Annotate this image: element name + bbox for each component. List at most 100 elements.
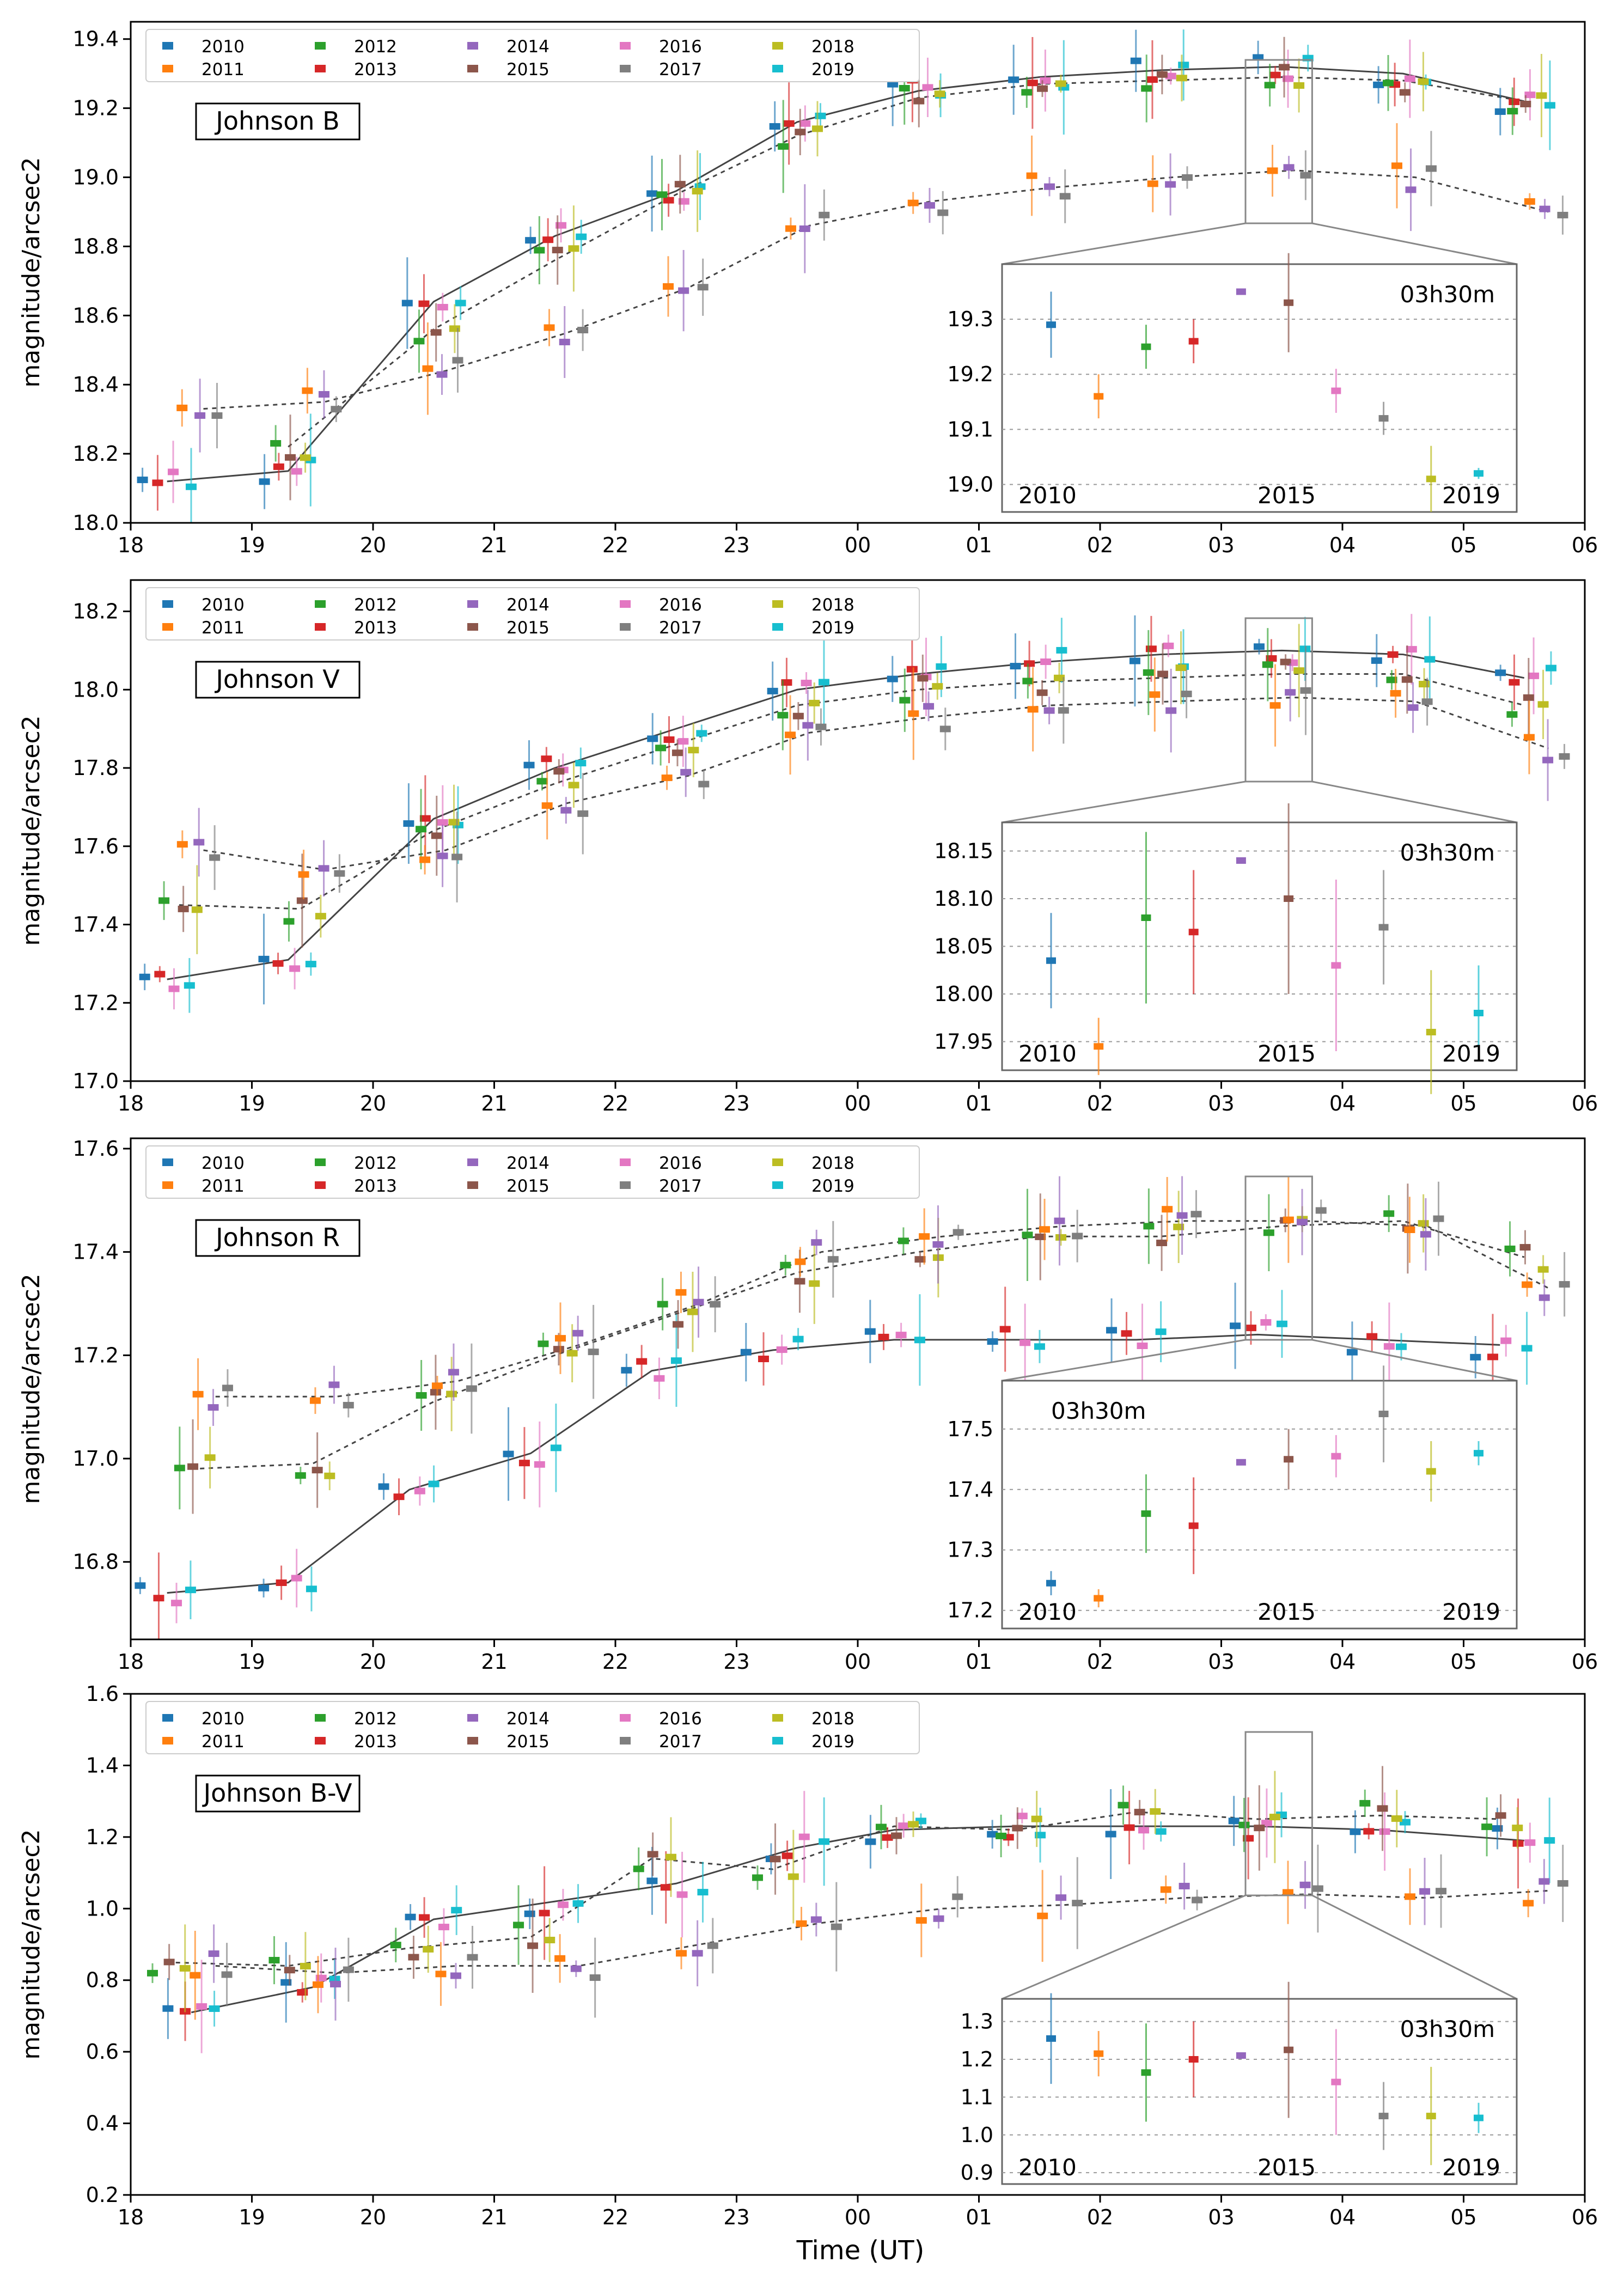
data-point xyxy=(258,1584,270,1591)
x-tick-label: 03 xyxy=(1208,2205,1234,2229)
data-point xyxy=(1245,1325,1256,1332)
data-point xyxy=(799,120,811,127)
data-point xyxy=(430,329,442,336)
data-point xyxy=(1557,1880,1568,1887)
data-point xyxy=(196,2003,207,2010)
data-point xyxy=(1162,1206,1173,1213)
zoom-box xyxy=(1244,617,1313,783)
data-point xyxy=(209,2005,220,2012)
band-label: Johnson V xyxy=(214,664,340,694)
data-point xyxy=(1387,651,1399,658)
data-point xyxy=(557,1901,569,1908)
panel-johnson-b: 18.0 18.2 18.4 18.6 18.8 19.0 19.2 19.4 18 19 20 21… xyxy=(17,21,1598,557)
data-point xyxy=(393,1493,405,1501)
data-point xyxy=(305,961,316,968)
data-point xyxy=(436,371,448,378)
data-point xyxy=(936,663,947,670)
x-tick-label: 01 xyxy=(966,2205,992,2229)
data-point xyxy=(534,247,545,254)
data-point xyxy=(655,745,667,752)
inset-data-point xyxy=(1474,470,1483,477)
data-point xyxy=(524,1910,535,1917)
data-point xyxy=(907,1821,919,1828)
legend-label: 2017 xyxy=(659,1732,702,1752)
x-tick-label: 02 xyxy=(1087,1650,1113,1674)
legend-label: 2017 xyxy=(659,618,702,638)
y-axis-label: magnitude/arcsec2 xyxy=(17,1829,45,2059)
model-curve xyxy=(203,169,1549,410)
inset-data-point xyxy=(1094,393,1104,400)
data-point xyxy=(812,125,823,132)
data-point xyxy=(758,1356,770,1363)
x-tick-label: 19 xyxy=(239,1650,265,1674)
data-point xyxy=(419,856,431,863)
data-point xyxy=(467,1954,478,1961)
data-point xyxy=(1253,54,1264,61)
legend-marker xyxy=(620,1737,631,1745)
data-point xyxy=(1179,1882,1190,1889)
data-point xyxy=(914,1256,926,1263)
data-point xyxy=(416,1392,427,1399)
legend-marker xyxy=(467,65,478,72)
data-point xyxy=(300,454,311,461)
data-point xyxy=(193,839,205,846)
legend-label: 2014 xyxy=(506,595,550,615)
x-tick-label: 05 xyxy=(1450,1650,1476,1674)
data-point xyxy=(1282,1889,1293,1896)
data-point xyxy=(1300,687,1311,694)
data-point xyxy=(1269,71,1281,78)
data-point xyxy=(776,1346,787,1353)
data-point xyxy=(324,1472,335,1479)
data-point xyxy=(221,1971,233,1978)
data-point xyxy=(934,90,945,97)
data-point xyxy=(1419,1888,1431,1895)
band-label-box xyxy=(195,661,361,699)
data-point xyxy=(422,365,434,372)
legend-label: 2013 xyxy=(354,618,397,638)
inset-y-tick-label: 17.95 xyxy=(934,1030,993,1054)
inset-data-point xyxy=(1378,2113,1389,2120)
legend-marker xyxy=(467,623,478,631)
data-point xyxy=(785,225,796,232)
inset-time-label: 03h30m xyxy=(1051,1398,1146,1424)
legend-label: 2016 xyxy=(659,1154,702,1173)
data-point xyxy=(1400,1819,1411,1826)
data-point xyxy=(163,1959,175,1966)
data-point xyxy=(1130,57,1141,64)
inset-data-point xyxy=(1188,2056,1199,2063)
legend-label: 2016 xyxy=(659,595,702,615)
data-point xyxy=(809,699,820,706)
data-point xyxy=(518,1460,530,1467)
data-point xyxy=(1143,1223,1155,1230)
data-point xyxy=(1228,1817,1240,1825)
data-point xyxy=(405,1913,416,1920)
data-point xyxy=(272,960,284,967)
data-point xyxy=(798,1833,810,1840)
data-point xyxy=(291,1575,302,1582)
x-tick-label: 18 xyxy=(118,533,144,557)
data-point xyxy=(1293,82,1305,89)
inset-data-point xyxy=(1046,2035,1056,2042)
axis-frame xyxy=(130,21,1586,524)
axis-frame xyxy=(130,1693,1586,2196)
data-point xyxy=(801,680,812,687)
inset-y-tick-label: 19.3 xyxy=(947,307,993,331)
data-point xyxy=(778,143,789,150)
legend-marker xyxy=(620,623,631,631)
legend-label: 2013 xyxy=(354,60,397,80)
data-point xyxy=(588,1349,599,1356)
inset-year-label: 2010 xyxy=(1018,482,1077,509)
x-tick-label: 22 xyxy=(602,1650,628,1674)
data-point xyxy=(1059,193,1071,200)
legend-marker xyxy=(620,1714,631,1722)
y-tick-label: 17.0 xyxy=(72,1447,119,1471)
data-point xyxy=(1383,1210,1395,1217)
data-point xyxy=(827,1256,839,1263)
data-point xyxy=(1054,1217,1065,1224)
data-point xyxy=(270,440,282,447)
band-label-box xyxy=(195,1219,361,1257)
data-point xyxy=(343,1966,354,1973)
data-point xyxy=(1145,645,1157,652)
data-point xyxy=(783,120,795,127)
data-point xyxy=(697,1889,709,1896)
